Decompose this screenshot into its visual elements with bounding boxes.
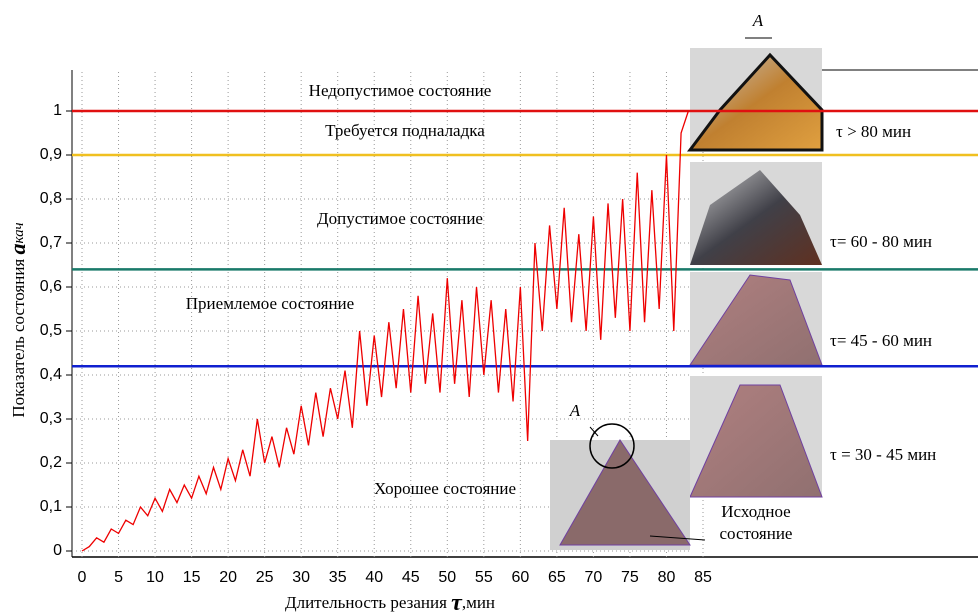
stage-label: τ = 30 - 45 мин: [830, 445, 936, 464]
data-line: [81, 110, 690, 552]
y-tick-label: 1: [53, 102, 62, 119]
initial-label: состояние: [720, 524, 793, 543]
x-unit: ,мин: [462, 593, 495, 612]
y-tick-label: 0,3: [40, 410, 62, 427]
x-tick-label: 60: [511, 569, 529, 586]
y-symbol: a: [5, 244, 30, 255]
x-tick-label: 20: [219, 569, 237, 586]
zone-label: Хорошее состояние: [374, 479, 516, 498]
zone-label: Приемлемое состояние: [186, 294, 354, 313]
y-tick-label: 0,9: [40, 146, 62, 163]
y-label: Показатель состояния: [9, 259, 28, 418]
x-tick-label: 0: [78, 569, 87, 586]
inset-label: A: [569, 401, 581, 420]
x-tick-label: 75: [621, 569, 639, 586]
initial-label: Исходное: [721, 502, 790, 521]
x-tick-label: 15: [183, 569, 201, 586]
x-tick-label: 30: [292, 569, 310, 586]
y-tick-label: 0,6: [40, 278, 62, 295]
zone-label: Недопустимое состояние: [309, 81, 492, 100]
detail-label: A: [752, 11, 764, 30]
stage-label: τ= 45 - 60 мин: [830, 331, 932, 350]
photos: [550, 48, 824, 550]
x-tick-label: 50: [438, 569, 456, 586]
x-tick-label: 65: [548, 569, 566, 586]
zone-label: Допустимое состояние: [317, 209, 483, 228]
x-tick-label: 70: [585, 569, 603, 586]
x-tick-label: 55: [475, 569, 493, 586]
x-tick-label: 5: [114, 569, 123, 586]
y-tick-label: 0,8: [40, 190, 62, 207]
x-tick-label: 10: [146, 569, 164, 586]
x-label: Длительность резания: [285, 593, 447, 612]
stage-label: τ= 60 - 80 мин: [830, 232, 932, 251]
x-tick-label: 45: [402, 569, 420, 586]
x-symbol: τ: [451, 590, 463, 615]
x-tick-label: 80: [658, 569, 676, 586]
zone-label: Требуется подналадка: [325, 121, 485, 140]
x-tick-label: 85: [694, 569, 712, 586]
y-tick-label: 0,7: [40, 234, 62, 251]
x-tick-label: 35: [329, 569, 347, 586]
y-tick-label: 0,2: [40, 454, 62, 471]
y-tick-label: 0,4: [40, 366, 62, 383]
x-axis-title: Длительность резания τ,мин: [285, 590, 495, 615]
y-axis-title: Показатель состояния aкач: [5, 222, 30, 417]
x-tick-label: 25: [256, 569, 274, 586]
y-tick-label: 0,1: [40, 498, 62, 515]
stage-label: τ > 80 мин: [836, 122, 911, 141]
y-subscript: кач: [11, 222, 27, 243]
y-tick-label: 0: [53, 542, 62, 559]
x-tick-label: 40: [365, 569, 383, 586]
y-tick-label: 0,5: [40, 322, 62, 339]
